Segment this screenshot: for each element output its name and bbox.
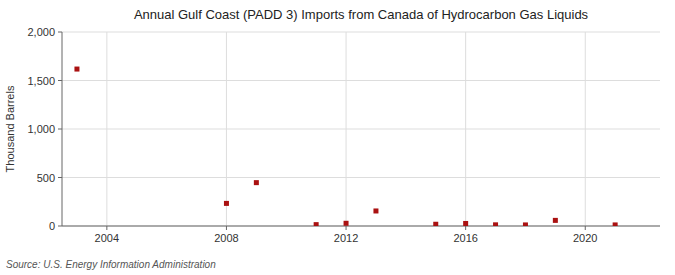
point [613, 222, 618, 226]
y-grid-line [62, 226, 660, 227]
x-tick-label: 2012 [334, 232, 358, 244]
x-tick [585, 226, 586, 230]
y-grid-line [62, 32, 660, 33]
x-tick [106, 226, 107, 230]
point [553, 218, 558, 223]
y-tick [58, 129, 62, 130]
y-grid-line [62, 80, 660, 81]
chart-container: 0 500 1,000 1,500 2,000 2004 2008 2012 2016 2020 A… [0, 0, 675, 275]
point [314, 222, 319, 226]
points [74, 67, 617, 226]
x-tick-label: 2016 [453, 232, 477, 244]
point [433, 222, 438, 226]
source: Source: U.S. Energy Information Administ… [6, 259, 216, 270]
y-tick-label: 2,000 [27, 26, 55, 38]
point [254, 180, 259, 185]
y-tick-label: 0 [49, 220, 55, 232]
y-tick [58, 177, 62, 178]
x-grid-line [585, 32, 586, 226]
y-axis-label: Thousand Barrels [4, 85, 16, 172]
y-grid-line [62, 129, 660, 130]
y-tick-label: 500 [37, 172, 55, 184]
x-tick-label: 2008 [214, 232, 238, 244]
point [493, 222, 498, 226]
x-tick [346, 226, 347, 230]
x-grid-line [346, 32, 347, 226]
y-axis-line [62, 32, 63, 226]
x-tick [226, 226, 227, 230]
chart: 0 500 1,000 1,500 2,000 2004 2008 2012 2016 2020 A… [0, 0, 675, 275]
x-tick [465, 226, 466, 230]
point [74, 67, 79, 72]
point [373, 208, 378, 213]
y-grid-line [62, 177, 660, 178]
point [463, 221, 468, 226]
y-tick-label: 1,000 [27, 123, 55, 135]
x-grid-line [226, 32, 227, 226]
y-tick-label: 1,500 [27, 75, 55, 87]
grid [62, 32, 660, 226]
point [344, 221, 349, 226]
title: Annual Gulf Coast (PADD 3) Imports from … [134, 7, 589, 22]
x-grid-line [465, 32, 466, 226]
point [224, 201, 229, 206]
x-grid-line [106, 32, 107, 226]
x-tick-label: 2020 [573, 232, 597, 244]
x-tick-label: 2004 [95, 232, 119, 244]
y-tick [58, 80, 62, 81]
x-axis-line [62, 226, 660, 227]
y-tick [58, 226, 62, 227]
point [523, 222, 528, 226]
y-tick [58, 32, 62, 33]
